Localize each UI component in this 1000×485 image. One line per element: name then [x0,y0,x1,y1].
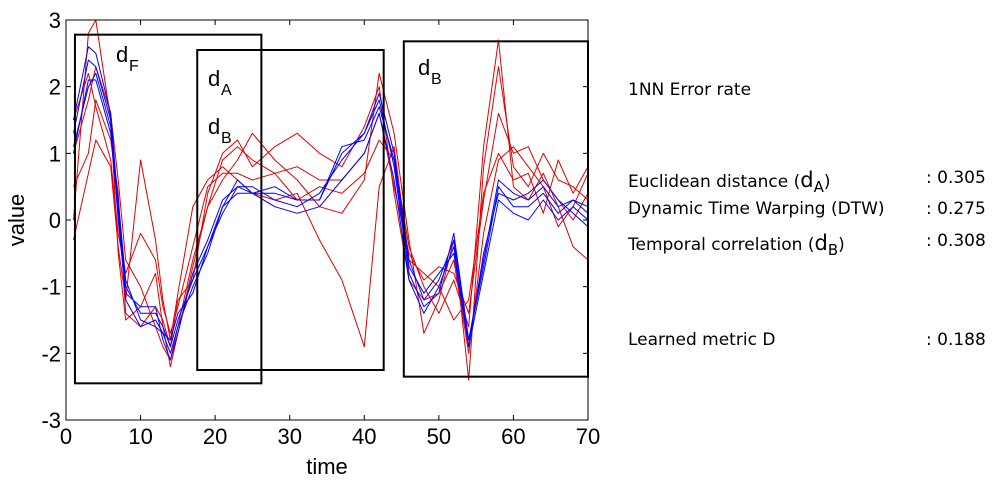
region-annotation-2: d [208,66,220,91]
region-annotation-4: d [418,55,430,80]
region-annotation-3: d [208,114,220,139]
series-line-red-8 [73,86,589,354]
y-tick-label: 0 [49,208,61,233]
y-tick-label: -3 [41,408,61,433]
axes [65,19,589,421]
series-line-red-7 [73,39,589,361]
y-tick-label: 3 [49,8,61,33]
metric-label: Euclidean distance ( [628,172,801,192]
series-lines [73,19,589,381]
region-box-2 [196,49,385,371]
metric-label: Temporal correlation ( [628,235,815,255]
metric-label: Learned metric D [628,330,776,350]
x-tick-label: 70 [576,424,600,449]
metric-value: : 0.308 [926,231,986,251]
metric-label: Dynamic Time Warping (DTW) [628,199,885,219]
x-tick-label: 10 [128,424,152,449]
region-box-3 [402,40,589,378]
x-tick-label: 0 [60,424,72,449]
series-line-blue-2 [73,79,589,354]
metric-value: : 0.275 [926,199,986,219]
x-tick-label: 20 [203,424,227,449]
x-tick-label: 50 [427,424,451,449]
series-line-red-9 [73,72,589,334]
y-tick-label: -1 [41,275,61,300]
metric-subscript: A [813,178,824,196]
y-tick-label: 2 [49,75,61,100]
metric-row-euclidean: Euclidean distance (dA) : 0.305 [628,168,998,196]
region-box-1 [73,33,263,385]
y-axis-label: value [4,194,29,247]
region-annotation-sub-2: A [221,82,232,99]
metric-row-temporal-correlation: Temporal correlation (dB) : 0.308 [628,231,998,259]
tick-labels: 0 10 20 30 40 50 60 70 -3 -2 -1 0 1 2 3 [41,8,600,449]
region-annotation-sub-1: F [129,58,139,75]
x-tick-label: 40 [352,424,376,449]
error-rate-panel: 1NN Error rate Euclidean distance (dA) :… [628,0,998,485]
series-line-red-6 [73,139,589,348]
region-annotation-sub-4: B [431,71,442,88]
metric-row-dtw: Dynamic Time Warping (DTW) : 0.275 [628,199,998,223]
series-line-blue-1 [73,46,589,348]
metric-symbol: d [800,168,814,192]
series-line-blue-4 [73,72,589,348]
y-tick-label: -2 [41,341,61,366]
panel-title-text: 1NN Error rate [628,80,752,100]
metric-value: : 0.188 [926,330,986,350]
metric-value: : 0.305 [926,168,986,188]
metric-close: ) [823,172,831,192]
series-line-red-5 [73,19,589,381]
metric-subscript: B [827,241,839,259]
metric-row-learned: Learned metric D : 0.188 [628,330,998,354]
region-annotation-sub-3: B [221,130,232,147]
x-tick-label: 60 [501,424,525,449]
metric-symbol: d [814,231,828,255]
x-tick-label: 30 [277,424,301,449]
region-annotation-1: d [116,42,128,67]
metric-close: ) [838,235,845,255]
region-boxes [73,33,589,385]
panel-title: 1NN Error rate [628,80,998,104]
y-tick-label: 1 [49,141,61,166]
x-axis-label: time [306,454,348,479]
axes-frame [65,19,589,421]
